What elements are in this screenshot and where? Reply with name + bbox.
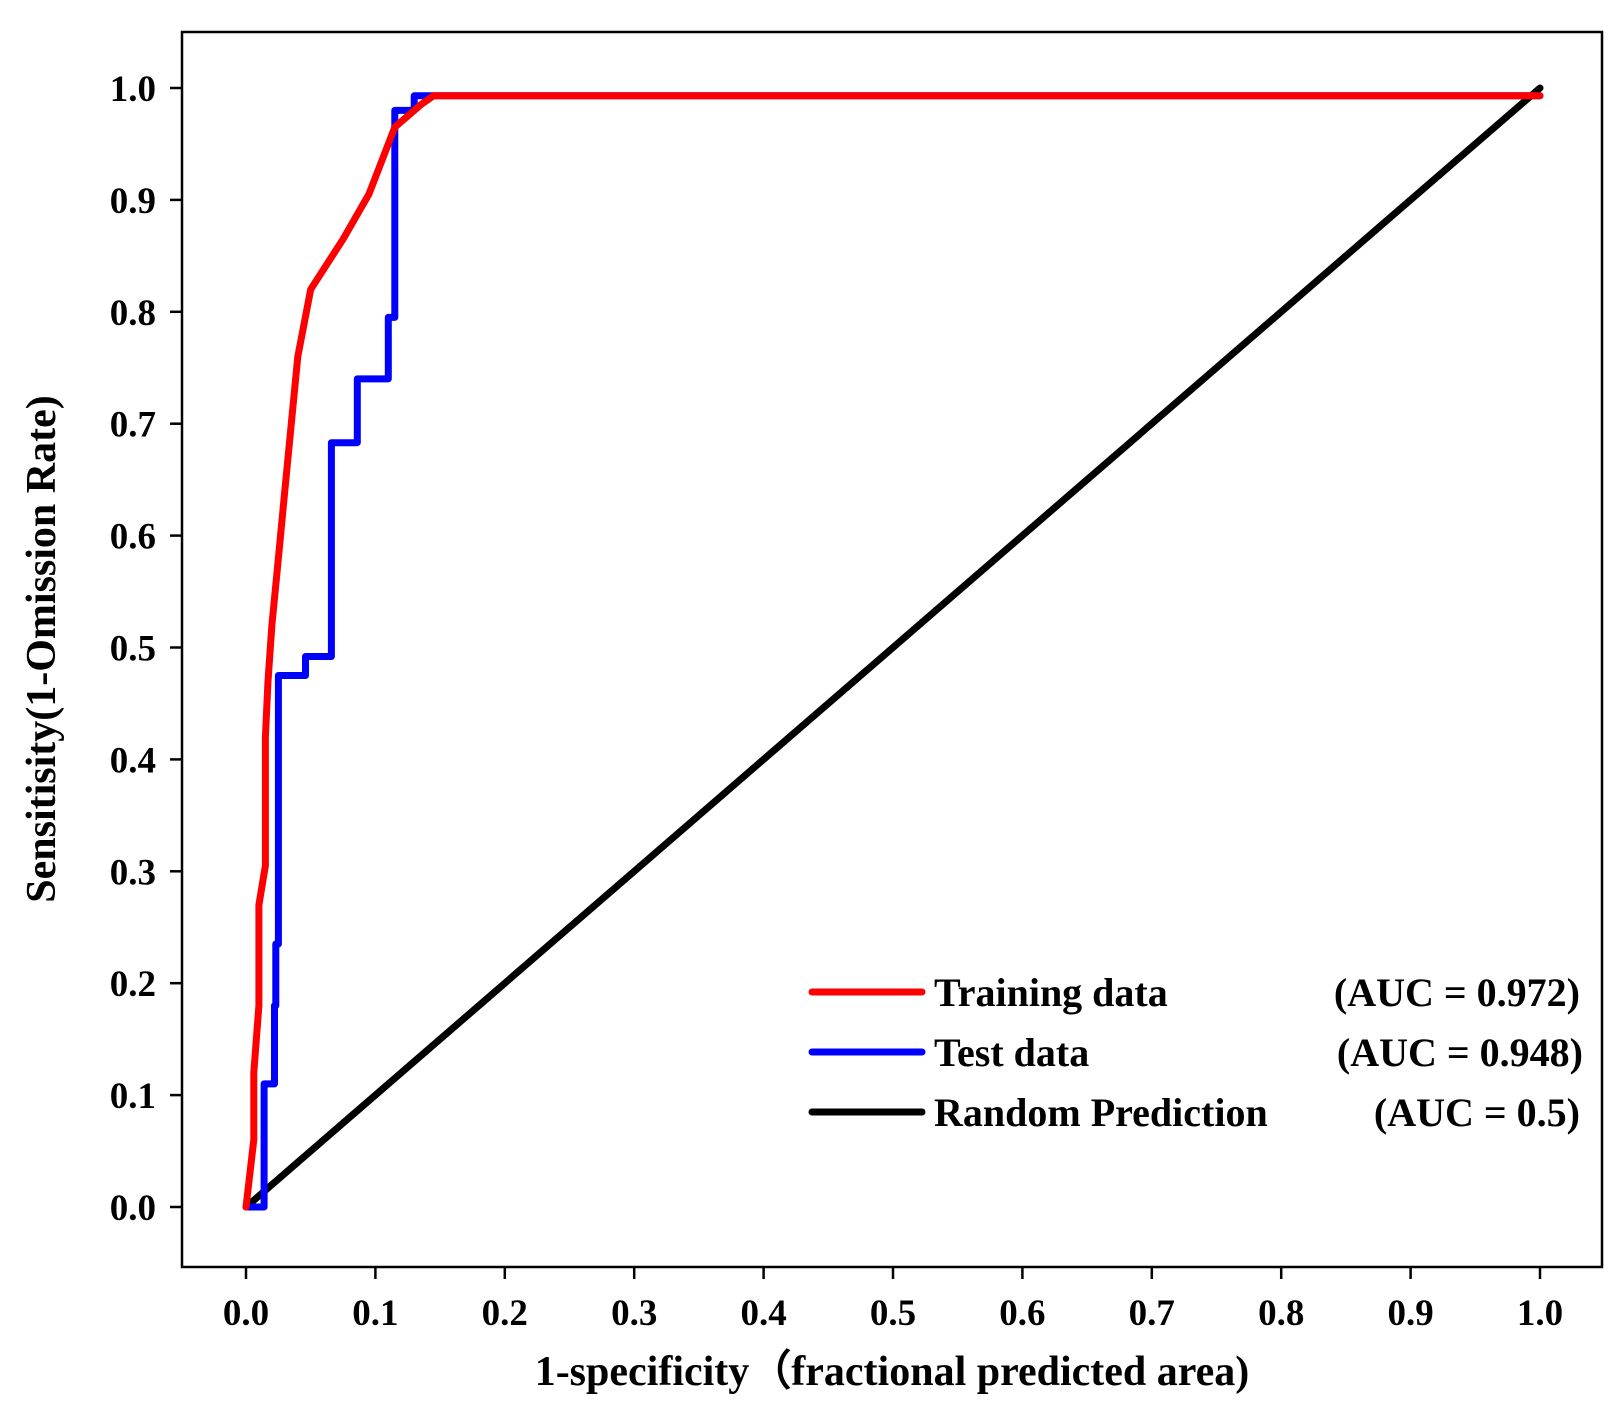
x-tick-label: 0.2	[482, 1293, 528, 1334]
x-tick-label: 0.4	[740, 1293, 786, 1334]
y-tick-label: 0.5	[110, 629, 156, 670]
x-tick-label: 0.7	[1129, 1293, 1175, 1334]
x-tick-label: 0.8	[1258, 1293, 1304, 1334]
y-tick-label: 0.3	[110, 852, 156, 893]
y-tick-label: 0.1	[110, 1076, 156, 1117]
legend-auc-random-prediction: (AUC = 0.5)	[1374, 1090, 1580, 1135]
x-tick-label: 0.5	[870, 1293, 916, 1334]
series-line-random-prediction	[242, 84, 1544, 1211]
x-tick-label: 0.3	[611, 1293, 657, 1334]
series-line-test-data	[242, 92, 1544, 1211]
legend-label-training-data: Training data	[934, 970, 1168, 1015]
y-tick-label: 0.2	[110, 964, 156, 1005]
legend: Training data (AUC = 0.972) Test data (AUC …	[808, 970, 1583, 1135]
x-axis-title: 1-specificity（fractional predicted area)	[535, 1348, 1250, 1395]
series-line-training-data	[242, 92, 1544, 1211]
y-tick-label: 0.9	[110, 181, 156, 222]
y-tick-label: 0.0	[110, 1188, 156, 1229]
legend-label-test-data: Test data	[934, 1030, 1089, 1075]
legend-auc-training-data: (AUC = 0.972)	[1334, 970, 1580, 1015]
x-tick-label: 0.6	[999, 1293, 1045, 1334]
y-tick-label: 0.4	[110, 740, 156, 781]
x-axis: 0.0 0.1 0.2 0.3 0.4 0.5 0.6 0.7 0.8 0.9 1.0	[223, 1267, 1563, 1334]
x-tick-label: 0.1	[352, 1293, 398, 1334]
y-axis-title: Sensitisity(1-Omission Rate)	[19, 395, 65, 903]
x-tick-label: 1.0	[1517, 1293, 1563, 1334]
y-tick-label: 0.8	[110, 293, 156, 334]
y-tick-label: 1.0	[110, 69, 156, 110]
x-tick-label: 0.0	[223, 1293, 269, 1334]
x-tick-label: 0.9	[1387, 1293, 1433, 1334]
series-layer	[242, 84, 1544, 1211]
legend-label-random-prediction: Random Prediction	[934, 1090, 1268, 1135]
legend-auc-test-data: (AUC = 0.948)	[1337, 1030, 1583, 1075]
y-axis: 0.0 0.1 0.2 0.3 0.4 0.5 0.6 0.7 0.8 0.9 1.0	[110, 69, 182, 1229]
y-tick-label: 0.7	[110, 405, 156, 446]
y-tick-label: 0.6	[110, 517, 156, 558]
